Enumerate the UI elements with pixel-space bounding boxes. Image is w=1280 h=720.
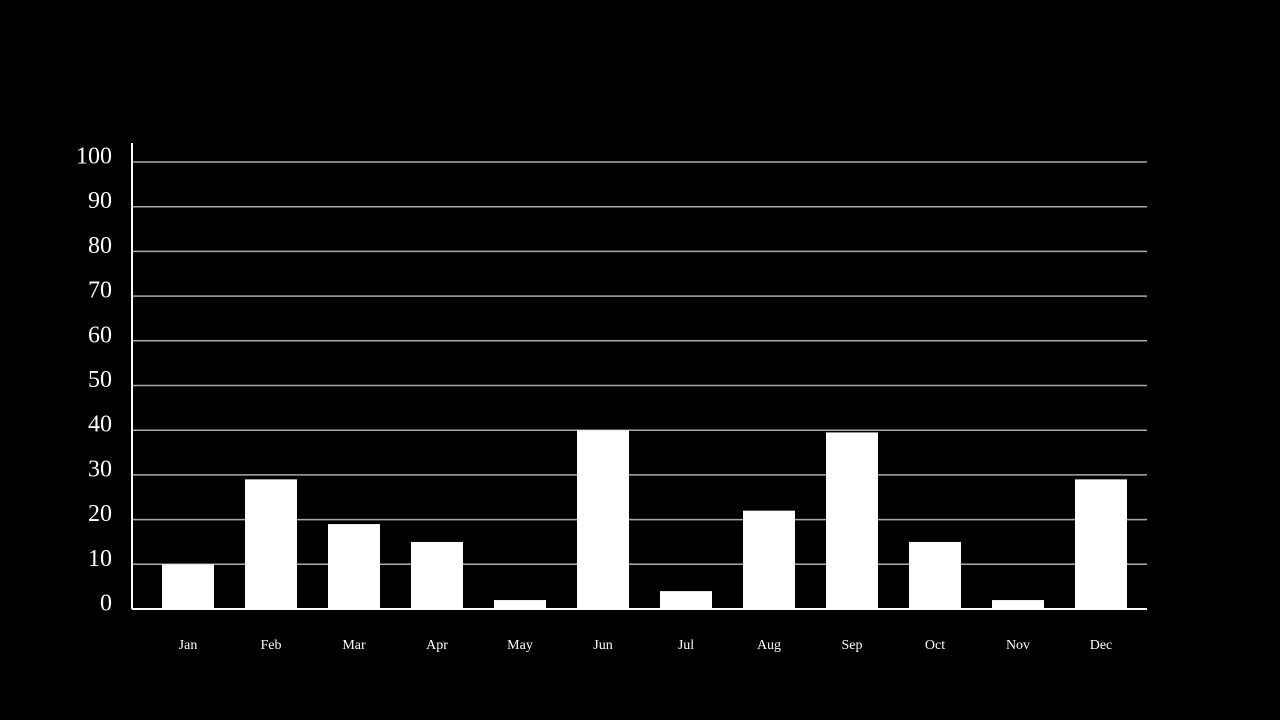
bar (162, 564, 214, 609)
x-tick-label: Jan (179, 638, 198, 653)
bar (494, 600, 546, 609)
bar (577, 430, 629, 609)
y-tick-label: 80 (88, 233, 112, 259)
y-tick-label: 90 (88, 188, 112, 214)
x-tick-label: Apr (426, 638, 448, 653)
x-tick-label: May (507, 638, 533, 653)
bar (1075, 479, 1127, 609)
x-tick-label: Mar (342, 638, 366, 653)
bar (328, 524, 380, 609)
y-tick-label: 20 (88, 501, 112, 527)
bar (743, 510, 795, 609)
x-tick-label: Oct (925, 638, 945, 653)
y-tick-label: 50 (88, 367, 112, 393)
y-tick-label: 0 (100, 591, 112, 617)
y-tick-label: 30 (88, 456, 112, 482)
x-tick-label: Dec (1090, 638, 1113, 653)
x-tick-label: Jul (678, 638, 694, 653)
x-tick-label: Feb (261, 638, 282, 653)
x-tick-label: Jun (593, 638, 612, 653)
bar (245, 479, 297, 609)
bar (909, 541, 961, 609)
bar (992, 600, 1044, 609)
y-tick-label: 10 (88, 546, 112, 572)
bar (411, 541, 463, 609)
bar (660, 591, 712, 609)
x-tick-label: Aug (757, 638, 781, 653)
y-tick-label: 40 (88, 412, 112, 438)
y-tick-label: 60 (88, 322, 112, 348)
x-tick-label: Nov (1006, 638, 1030, 653)
y-tick-label: 100 (76, 144, 112, 170)
bar (826, 432, 878, 609)
y-tick-label: 70 (88, 278, 112, 304)
x-tick-label: Sep (842, 638, 863, 653)
